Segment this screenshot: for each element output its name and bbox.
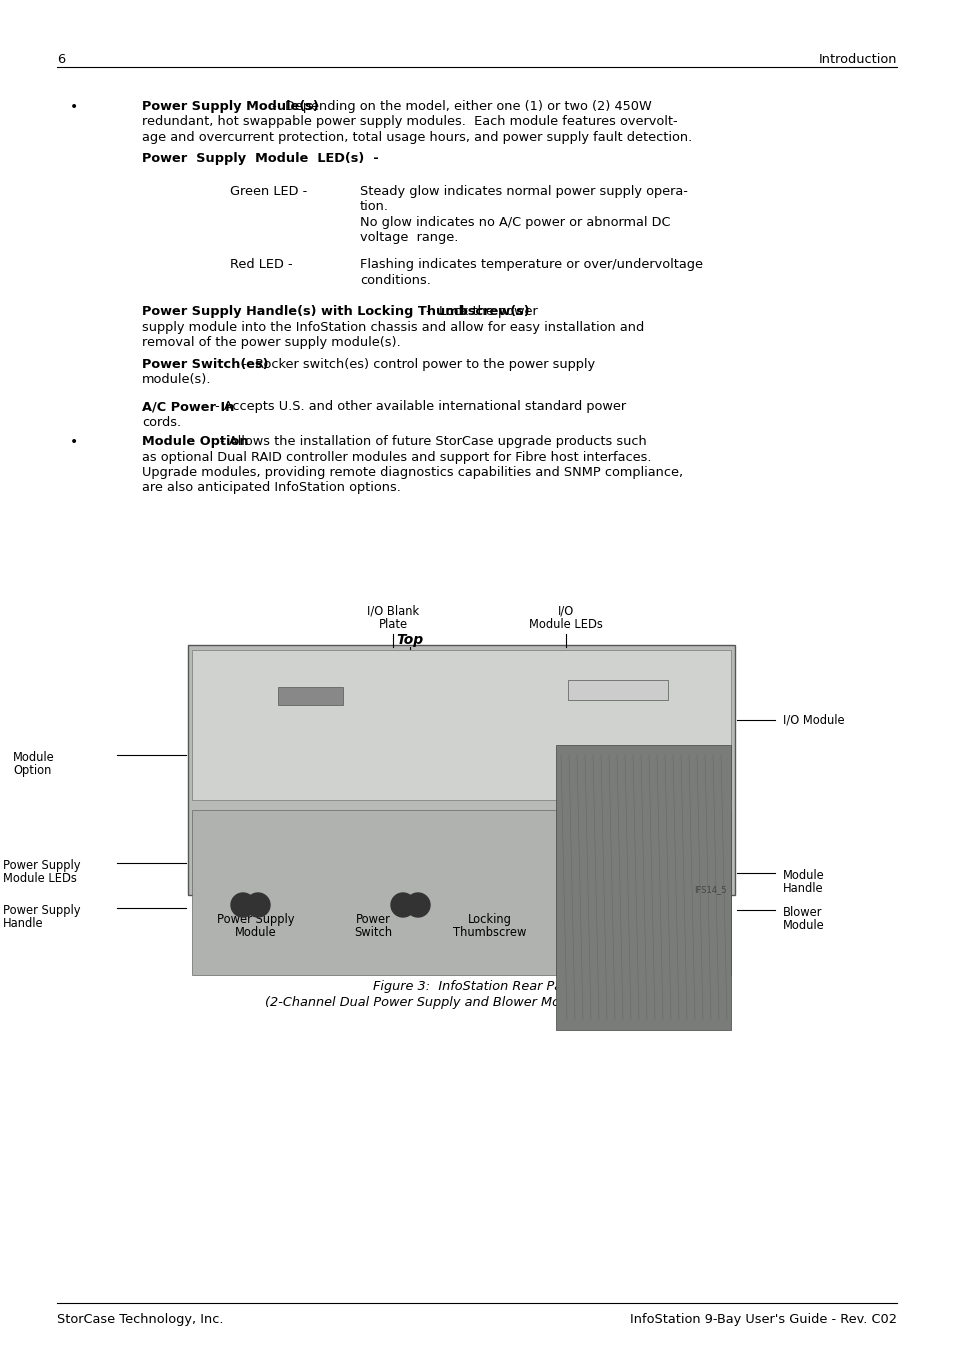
Text: Top: Top xyxy=(395,632,422,648)
Text: No glow indicates no A/C power or abnormal DC: No glow indicates no A/C power or abnorm… xyxy=(359,216,670,229)
Text: Upgrade modules, providing remote diagnostics capabilities and SNMP compliance,: Upgrade modules, providing remote diagno… xyxy=(142,465,682,479)
Text: Module Option: Module Option xyxy=(142,435,248,448)
Text: Green LED -: Green LED - xyxy=(230,185,307,199)
Text: •: • xyxy=(70,100,78,114)
Text: Blower: Blower xyxy=(782,906,821,919)
Text: Power Supply: Power Supply xyxy=(3,858,80,872)
Text: Blower: Blower xyxy=(605,913,645,925)
Text: Power  Supply  Module  LED(s)  -: Power Supply Module LED(s) - xyxy=(142,152,378,166)
Text: -  Lock the power: - Lock the power xyxy=(422,305,537,318)
Text: Module: Module xyxy=(604,927,646,939)
Bar xyxy=(192,650,730,799)
Text: Plate: Plate xyxy=(378,619,407,631)
Text: supply module into the InfoStation chassis and allow for easy installation and: supply module into the InfoStation chass… xyxy=(142,320,643,334)
Circle shape xyxy=(231,893,254,917)
Text: Module LEDs: Module LEDs xyxy=(529,619,602,631)
Text: InfoStation 9-Bay User's Guide - Rev. C02: InfoStation 9-Bay User's Guide - Rev. C0… xyxy=(629,1313,896,1327)
Text: Power Supply: Power Supply xyxy=(3,904,80,917)
Text: as optional Dual RAID controller modules and support for Fibre host interfaces.: as optional Dual RAID controller modules… xyxy=(142,450,651,464)
Text: (2-Channel Dual Power Supply and Blower Module Version shown): (2-Channel Dual Power Supply and Blower … xyxy=(264,997,689,1009)
Text: LEDs: LEDs xyxy=(611,941,639,953)
Text: Red LED -: Red LED - xyxy=(230,257,293,271)
Text: conditions.: conditions. xyxy=(359,274,431,286)
Text: -  Depending on the model, either one (1) or two (2) 450W: - Depending on the model, either one (1)… xyxy=(268,100,651,114)
Text: Power Supply Handle(s) with Locking Thumbscrew(s): Power Supply Handle(s) with Locking Thum… xyxy=(142,305,529,318)
Text: Power Switch(es): Power Switch(es) xyxy=(142,359,268,371)
Circle shape xyxy=(246,893,270,917)
Text: Locking: Locking xyxy=(468,913,512,925)
Text: module(s).: module(s). xyxy=(142,374,212,386)
Text: Module: Module xyxy=(234,927,276,939)
Text: -  Rocker switch(es) control power to the power supply: - Rocker switch(es) control power to the… xyxy=(233,359,594,371)
Text: - Accepts U.S. and other available international standard power: - Accepts U.S. and other available inter… xyxy=(211,400,625,413)
Bar xyxy=(277,687,343,705)
Text: Switch: Switch xyxy=(354,927,392,939)
Text: - Allows the installation of future StorCase upgrade products such: - Allows the installation of future Stor… xyxy=(216,435,646,448)
Text: 6: 6 xyxy=(57,53,65,66)
Text: Flashing indicates temperature or over/undervoltage: Flashing indicates temperature or over/u… xyxy=(359,257,702,271)
Text: tion.: tion. xyxy=(359,200,389,214)
Bar xyxy=(188,645,734,895)
Text: redundant, hot swappable power supply modules.  Each module features overvolt-: redundant, hot swappable power supply mo… xyxy=(142,115,677,129)
Text: cords.: cords. xyxy=(142,416,181,428)
Text: age and overcurrent protection, total usage hours, and power supply fault detect: age and overcurrent protection, total us… xyxy=(142,131,692,144)
Bar xyxy=(567,680,667,700)
Text: I/O Blank: I/O Blank xyxy=(367,605,418,617)
Text: removal of the power supply module(s).: removal of the power supply module(s). xyxy=(142,335,400,349)
Text: Module LEDs: Module LEDs xyxy=(3,872,77,886)
Circle shape xyxy=(406,893,430,917)
Text: Thumbscrew: Thumbscrew xyxy=(453,927,526,939)
Text: Module: Module xyxy=(782,869,824,882)
Text: Introduction: Introduction xyxy=(818,53,896,66)
Bar xyxy=(556,745,730,1029)
Text: Handle: Handle xyxy=(782,883,822,895)
Text: A/C Power In: A/C Power In xyxy=(142,400,234,413)
Text: Module: Module xyxy=(13,752,54,764)
Text: voltage  range.: voltage range. xyxy=(359,231,457,245)
Text: StorCase Technology, Inc.: StorCase Technology, Inc. xyxy=(57,1313,223,1327)
Text: IFS14_5: IFS14_5 xyxy=(694,884,726,894)
Text: I/O: I/O xyxy=(558,605,574,617)
Text: Module: Module xyxy=(782,920,824,932)
Text: •: • xyxy=(70,435,78,449)
Text: Handle: Handle xyxy=(3,917,44,931)
Text: Steady glow indicates normal power supply opera-: Steady glow indicates normal power suppl… xyxy=(359,185,687,199)
Text: Figure 3:  InfoStation Rear Panel: Figure 3: InfoStation Rear Panel xyxy=(373,980,580,993)
Text: I/O Module: I/O Module xyxy=(782,713,843,727)
Text: Option: Option xyxy=(13,764,51,778)
Text: Power Supply Module(s): Power Supply Module(s) xyxy=(142,100,318,114)
Bar xyxy=(192,810,730,975)
Text: are also anticipated InfoStation options.: are also anticipated InfoStation options… xyxy=(142,482,400,494)
Circle shape xyxy=(391,893,415,917)
Text: Power: Power xyxy=(355,913,390,925)
Text: Power Supply: Power Supply xyxy=(217,913,294,925)
